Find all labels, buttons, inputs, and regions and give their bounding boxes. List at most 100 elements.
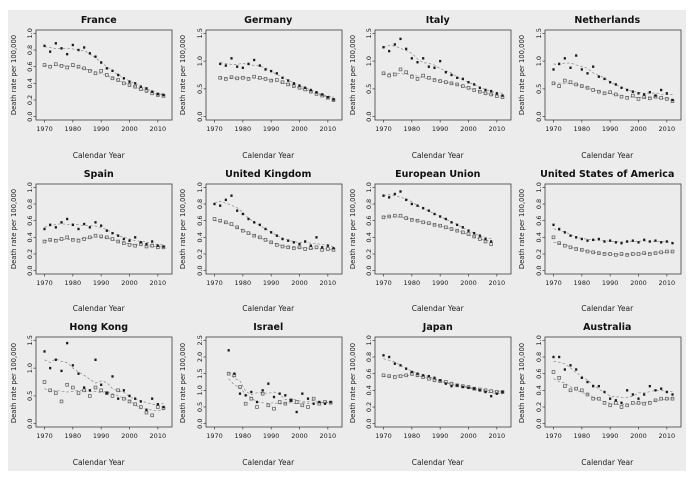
svg-text:1970: 1970 <box>375 125 392 133</box>
svg-text:0.4: 0.4 <box>365 232 373 242</box>
panel-title: Australia <box>583 322 632 334</box>
svg-text:2000: 2000 <box>291 279 308 287</box>
svg-text:0.5: 0.5 <box>26 391 34 401</box>
svg-text:2010: 2010 <box>150 125 167 133</box>
x-axis-label: Calendar Year <box>581 150 634 160</box>
svg-text:2000: 2000 <box>630 125 647 133</box>
svg-text:2.0: 2.0 <box>196 352 204 362</box>
scatter-plot: 1970 1980 1990 2000 2010 0.0 0.2 0.4 0.6 0.8 1.0 <box>535 335 681 440</box>
svg-text:2000: 2000 <box>291 125 308 133</box>
svg-text:1.0: 1.0 <box>26 28 34 38</box>
svg-text:0.0: 0.0 <box>196 265 204 275</box>
y-axis-label: Death rate per 100,000 <box>518 188 526 269</box>
svg-text:0.0: 0.0 <box>365 111 373 121</box>
chart-panel-australia: Australia Death rate per 100,000 1970 198… <box>517 317 687 471</box>
svg-text:1990: 1990 <box>93 432 110 440</box>
y-axis-label: Death rate per 100,000 <box>348 35 357 116</box>
chart-panel-spain: Spain Death rate per 100,000 1970 1980 199… <box>8 164 178 318</box>
svg-text:0.2: 0.2 <box>365 402 373 412</box>
x-axis-label: Calendar Year <box>411 458 464 467</box>
svg-text:0.0: 0.0 <box>26 111 34 121</box>
svg-text:2010: 2010 <box>489 279 506 287</box>
svg-text:1990: 1990 <box>93 125 110 133</box>
svg-text:0.4: 0.4 <box>26 78 34 88</box>
svg-text:0.5: 0.5 <box>535 84 543 94</box>
svg-text:2010: 2010 <box>319 432 336 440</box>
svg-text:0.0: 0.0 <box>26 419 34 429</box>
chart-panel-united-kingdom: United Kingdom Death rate per 100,000 19… <box>178 164 348 318</box>
panel-title: European Union <box>395 168 481 180</box>
svg-text:0.0: 0.0 <box>365 265 373 275</box>
svg-text:2.5: 2.5 <box>196 335 204 345</box>
scatter-plot: 1970 1980 1990 2000 2010 0.0 0.5 1.0 1.5 <box>365 28 512 133</box>
svg-text:0.8: 0.8 <box>365 352 373 362</box>
x-axis-label: Calendar Year <box>411 304 464 314</box>
x-axis-label: Calendar Year <box>242 304 295 314</box>
svg-text:0.4: 0.4 <box>365 385 373 395</box>
svg-text:0.0: 0.0 <box>196 111 204 121</box>
y-axis-label: Death rate per 100,000 <box>518 342 526 423</box>
svg-text:0.2: 0.2 <box>535 248 543 258</box>
svg-text:1990: 1990 <box>432 432 449 440</box>
svg-text:1.5: 1.5 <box>365 28 373 38</box>
x-axis-label: Calendar Year <box>242 458 295 467</box>
svg-text:1980: 1980 <box>573 432 590 440</box>
svg-text:1990: 1990 <box>601 279 618 287</box>
svg-text:0.2: 0.2 <box>196 248 204 258</box>
svg-text:1.5: 1.5 <box>26 335 34 345</box>
svg-text:0.0: 0.0 <box>365 419 373 429</box>
y-axis-label: Death rate per 100,000 <box>348 188 357 269</box>
panel-title: United Kingdom <box>225 168 312 180</box>
x-axis-label: Calendar Year <box>581 458 634 467</box>
svg-text:0.0: 0.0 <box>26 265 34 275</box>
x-axis-label: Calendar Year <box>581 304 634 314</box>
svg-text:2010: 2010 <box>658 125 675 133</box>
chart-panel-hong-kong: Hong Kong Death rate per 100,000 1970 198… <box>8 317 178 471</box>
chart-panel-japan: Japan Death rate per 100,000 1970 1980 199… <box>347 317 517 471</box>
svg-text:2000: 2000 <box>121 279 138 287</box>
svg-text:2000: 2000 <box>121 432 138 440</box>
x-axis-label: Calendar Year <box>411 150 464 160</box>
panel-title: Japan <box>422 322 453 334</box>
svg-text:1980: 1980 <box>234 279 251 287</box>
svg-text:0.8: 0.8 <box>26 45 34 55</box>
svg-text:1.0: 1.0 <box>365 182 373 192</box>
svg-text:0.0: 0.0 <box>535 419 543 429</box>
panel-title: Netherlands <box>574 15 641 26</box>
svg-text:1970: 1970 <box>545 432 562 440</box>
svg-text:2000: 2000 <box>630 432 647 440</box>
scatter-plot: 1970 1980 1990 2000 2010 0.0 0.2 0.4 0.6 0.8 1.0 <box>365 335 512 440</box>
svg-text:1980: 1980 <box>404 432 421 440</box>
svg-text:0.6: 0.6 <box>535 369 543 379</box>
svg-text:1.5: 1.5 <box>196 28 204 38</box>
y-axis-label: Death rate per 100,000 <box>348 342 357 423</box>
svg-text:0.0: 0.0 <box>196 419 204 429</box>
svg-text:1.0: 1.0 <box>535 182 543 192</box>
scatter-plot: 1970 1980 1990 2000 2010 0.0 0.2 0.4 0.6 0.8 1.0 <box>196 182 342 287</box>
svg-text:0.5: 0.5 <box>196 84 204 94</box>
svg-text:0.4: 0.4 <box>196 232 204 242</box>
svg-text:2000: 2000 <box>630 279 647 287</box>
panel-title: Israel <box>253 322 284 334</box>
svg-text:0.5: 0.5 <box>365 84 373 94</box>
svg-text:1980: 1980 <box>404 125 421 133</box>
svg-text:1.0: 1.0 <box>196 56 204 66</box>
svg-text:2000: 2000 <box>121 125 138 133</box>
scatter-plot: 1970 1980 1990 2000 2010 0.0 0.5 1.0 1.5 <box>535 28 681 133</box>
svg-text:2000: 2000 <box>460 279 477 287</box>
svg-text:0.0: 0.0 <box>535 265 543 275</box>
chart-panel-germany: Germany Death rate per 100,000 1970 1980 1… <box>178 10 348 164</box>
svg-text:1.0: 1.0 <box>535 335 543 345</box>
svg-text:0.2: 0.2 <box>26 95 34 105</box>
svg-text:1.5: 1.5 <box>535 28 543 38</box>
panel-title: Spain <box>83 168 114 180</box>
svg-text:1990: 1990 <box>601 432 618 440</box>
svg-text:0.4: 0.4 <box>26 232 34 242</box>
svg-text:0.0: 0.0 <box>535 111 543 121</box>
svg-text:1.0: 1.0 <box>535 56 543 66</box>
svg-text:1.0: 1.0 <box>365 56 373 66</box>
chart-panel-usa: United States of America Death rate per … <box>517 164 687 318</box>
scatter-plot: 1970 1980 1990 2000 2010 0.0 0.2 0.4 0.6 0.8 1.0 <box>365 182 512 287</box>
svg-text:1970: 1970 <box>375 432 392 440</box>
panel-title: Italy <box>425 15 450 26</box>
